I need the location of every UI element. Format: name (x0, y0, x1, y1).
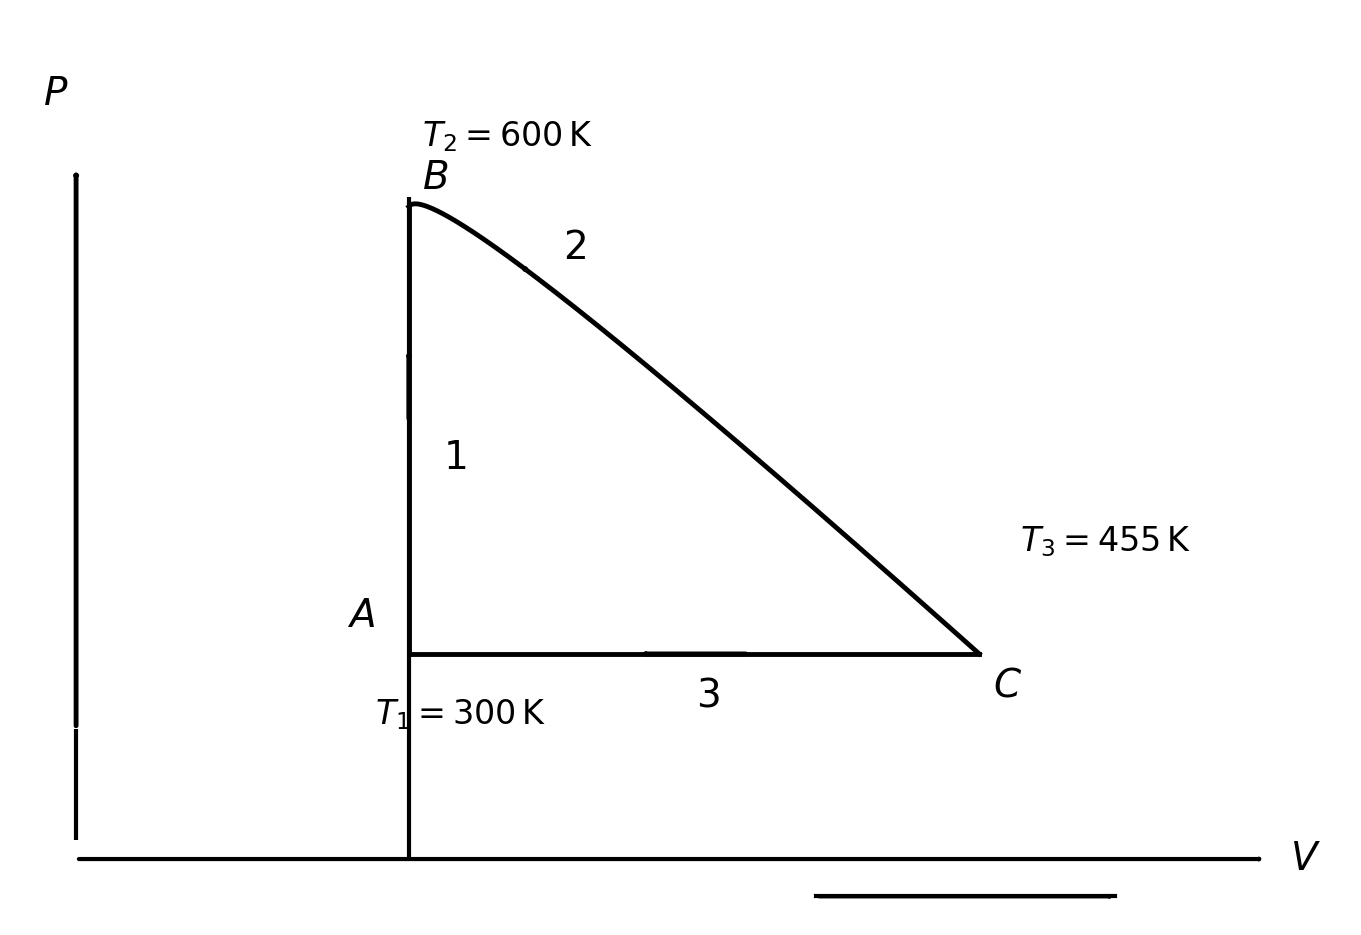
Text: $A$: $A$ (347, 598, 374, 635)
Text: $3$: $3$ (695, 677, 720, 714)
Text: $B$: $B$ (422, 160, 449, 197)
Text: $C$: $C$ (994, 668, 1022, 705)
Text: $T_3 = 455\,\mathrm{K}$: $T_3 = 455\,\mathrm{K}$ (1019, 525, 1191, 559)
Text: $1$: $1$ (442, 439, 465, 477)
Text: $T_1 = 300\,\mathrm{K}$: $T_1 = 300\,\mathrm{K}$ (374, 698, 546, 732)
Text: $T_2 = 600\,\mathrm{K}$: $T_2 = 600\,\mathrm{K}$ (422, 119, 593, 154)
Text: $V$: $V$ (1290, 841, 1320, 878)
Text: $P$: $P$ (44, 76, 68, 113)
Text: $2$: $2$ (563, 230, 587, 267)
